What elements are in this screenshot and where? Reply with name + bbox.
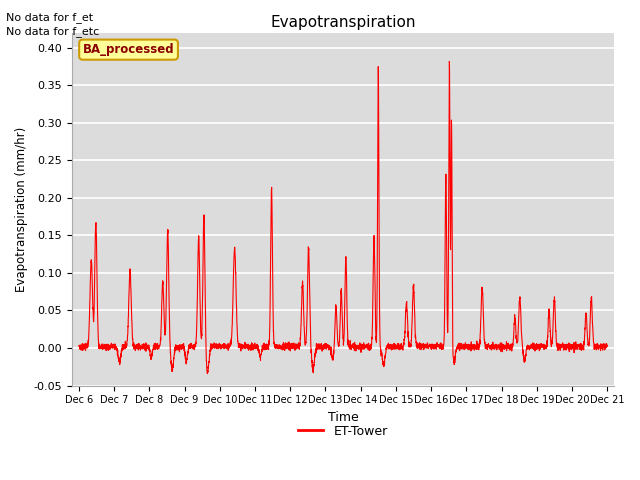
Legend: ET-Tower: ET-Tower [293, 420, 393, 443]
X-axis label: Time: Time [328, 411, 358, 424]
Text: No data for f_etc: No data for f_etc [6, 26, 100, 37]
Text: No data for f_et: No data for f_et [6, 12, 93, 23]
Text: BA_processed: BA_processed [83, 43, 174, 56]
Title: Evapotranspiration: Evapotranspiration [270, 15, 416, 30]
Y-axis label: Evapotranspiration (mm/hr): Evapotranspiration (mm/hr) [15, 126, 28, 292]
